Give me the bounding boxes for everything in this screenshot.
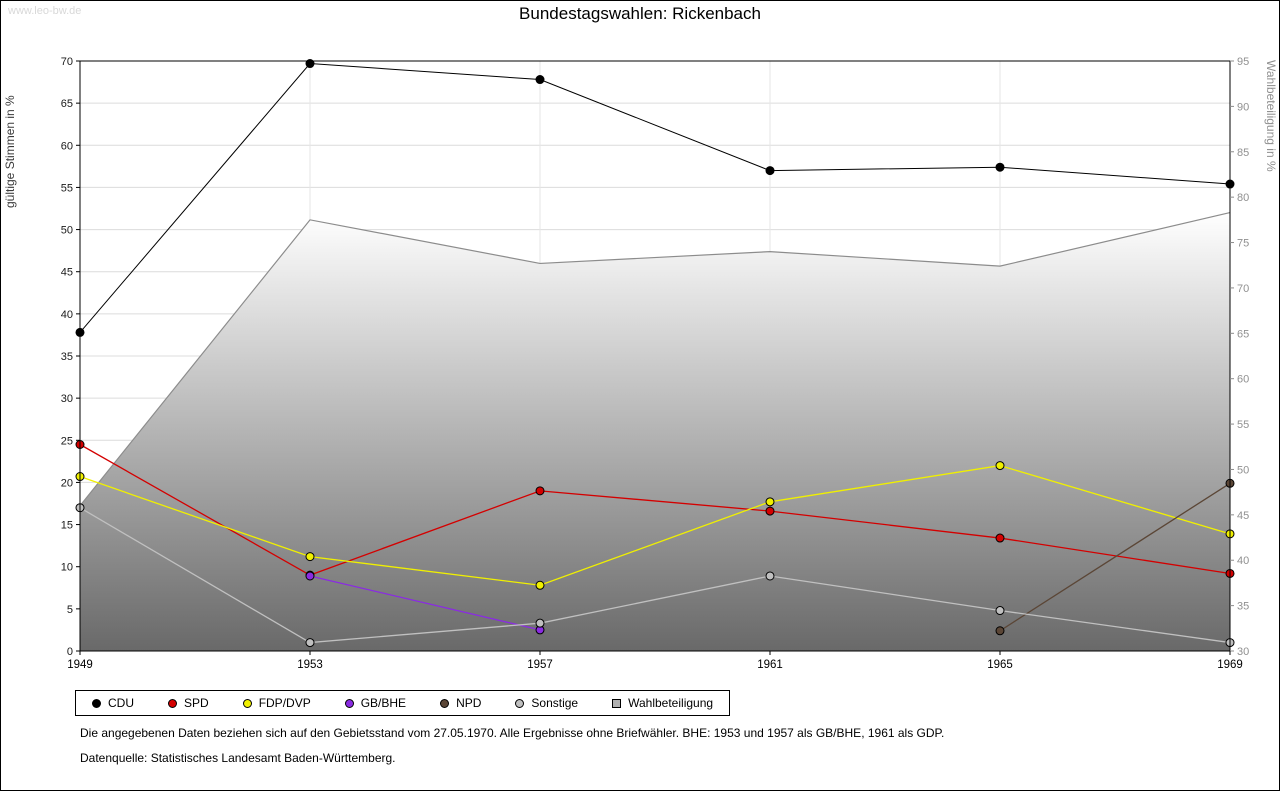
- circle-marker-icon: [440, 698, 450, 708]
- series-line-sonstige: [79, 507, 1231, 644]
- legend-label: NPD: [456, 696, 482, 710]
- right-tick-label: 80: [1237, 192, 1249, 204]
- data-point-fdp-dvp: [305, 552, 315, 562]
- left-tick-label: 25: [61, 435, 73, 447]
- data-point-sonstige: [305, 638, 315, 648]
- series-line-spd: [79, 443, 1231, 576]
- series-line-npd: [999, 482, 1231, 632]
- turnout-line: [79, 212, 1231, 507]
- right-tick-label: 35: [1237, 601, 1249, 613]
- x-tick-label: 1969: [1217, 659, 1243, 671]
- series-line-fdp-dvp: [79, 464, 1231, 586]
- left-tick-label: 35: [61, 351, 73, 363]
- note-line-2: Datenquelle: Statistisches Landesamt Bad…: [80, 751, 396, 765]
- left-tick-label: 10: [61, 562, 73, 574]
- right-tick-label: 75: [1237, 238, 1249, 250]
- legend-item-npd: NPD: [440, 696, 481, 710]
- legend-item-cdu: CDU: [92, 696, 134, 710]
- x-tick-label: 1949: [67, 659, 93, 671]
- data-point-fdp-dvp: [535, 580, 545, 590]
- data-point-sonstige: [995, 606, 1005, 616]
- legend-item-sonstige: Sonstige: [515, 696, 578, 710]
- legend: CDU SPD FDP/DVP GB/BHE NPD Sonstige Wahlbeteil…: [75, 690, 731, 716]
- left-tick-label: 45: [61, 267, 73, 279]
- data-point-sonstige: [765, 571, 775, 581]
- watermark: www.leo-bw.de: [8, 5, 82, 17]
- footnotes: Die angegebenen Daten beziehen sich auf …: [80, 726, 944, 776]
- data-point-gb-bhe: [305, 571, 315, 581]
- data-point-fdp-dvp: [765, 497, 775, 507]
- left-tick-label: 30: [61, 393, 73, 405]
- x-tick-label: 1965: [987, 659, 1013, 671]
- x-tick-label: 1961: [757, 659, 783, 671]
- legend-label: SPD: [184, 696, 209, 710]
- data-point-spd: [535, 486, 545, 496]
- data-point-npd: [995, 626, 1005, 636]
- left-tick-label: 50: [61, 225, 73, 237]
- left-tick-label: 5: [67, 604, 73, 616]
- x-tick-label: 1957: [527, 659, 553, 671]
- left-tick-label: 55: [61, 182, 73, 194]
- legend-label: CDU: [108, 696, 134, 710]
- note-line-1: Die angegebenen Daten beziehen sich auf …: [80, 726, 945, 740]
- legend-item-fdp-dvp: FDP/DVP: [242, 696, 311, 710]
- left-tick-label: 60: [61, 140, 73, 152]
- right-tick-label: 85: [1237, 147, 1249, 159]
- legend-label: GB/BHE: [360, 696, 407, 710]
- left-axis-title: gültige Stimmen in %: [3, 95, 17, 208]
- data-point-cdu: [535, 75, 545, 85]
- right-tick-label: 90: [1237, 101, 1249, 113]
- legend-item-spd: SPD: [168, 696, 209, 710]
- right-tick-label: 55: [1237, 419, 1249, 431]
- legend-item-wahlbeteiligung: Wahlbeteiligung: [612, 696, 713, 710]
- right-tick-label: 60: [1237, 374, 1249, 386]
- turnout-area: [80, 212, 1230, 652]
- data-point-cdu: [305, 59, 315, 69]
- right-tick-label: 40: [1237, 555, 1249, 567]
- right-axis-title: Wahlbeteiligung in %: [1264, 60, 1278, 172]
- data-point-spd: [995, 533, 1005, 543]
- right-tick-label: 65: [1237, 328, 1249, 340]
- left-tick-label: 15: [61, 520, 73, 532]
- circle-marker-icon: [242, 698, 252, 708]
- square-marker-icon: [612, 698, 622, 708]
- x-tick-label: 1953: [297, 659, 323, 671]
- data-point-cdu: [765, 166, 775, 176]
- circle-marker-icon: [168, 698, 177, 708]
- legend-label: FDP/DVP: [258, 696, 311, 710]
- right-tick-label: 30: [1237, 646, 1249, 658]
- series-line-cdu: [79, 63, 1231, 333]
- data-point-sonstige: [535, 618, 545, 628]
- left-tick-label: 40: [61, 309, 73, 321]
- right-tick-label: 95: [1237, 56, 1249, 68]
- left-tick-label: 70: [61, 56, 73, 68]
- left-tick-label: 20: [61, 477, 73, 489]
- legend-label: Sonstige: [531, 696, 579, 710]
- legend-item-gb-bhe: GB/BHE: [344, 696, 407, 710]
- series-line-gb-bhe: [309, 575, 541, 631]
- left-tick-label: 0: [67, 646, 73, 658]
- circle-marker-icon: [92, 698, 101, 708]
- circle-marker-icon: [515, 698, 525, 708]
- circle-marker-icon: [344, 698, 354, 708]
- page-title: Bundestagswahlen: Rickenbach: [519, 4, 761, 23]
- legend-label: Wahlbeteiligung: [628, 696, 714, 710]
- right-tick-label: 45: [1237, 510, 1249, 522]
- data-point-spd: [765, 506, 775, 516]
- left-tick-label: 65: [61, 98, 73, 110]
- data-point-cdu: [995, 162, 1005, 172]
- right-tick-label: 50: [1237, 464, 1249, 476]
- right-tick-label: 70: [1237, 283, 1249, 295]
- data-point-fdp-dvp: [995, 461, 1005, 471]
